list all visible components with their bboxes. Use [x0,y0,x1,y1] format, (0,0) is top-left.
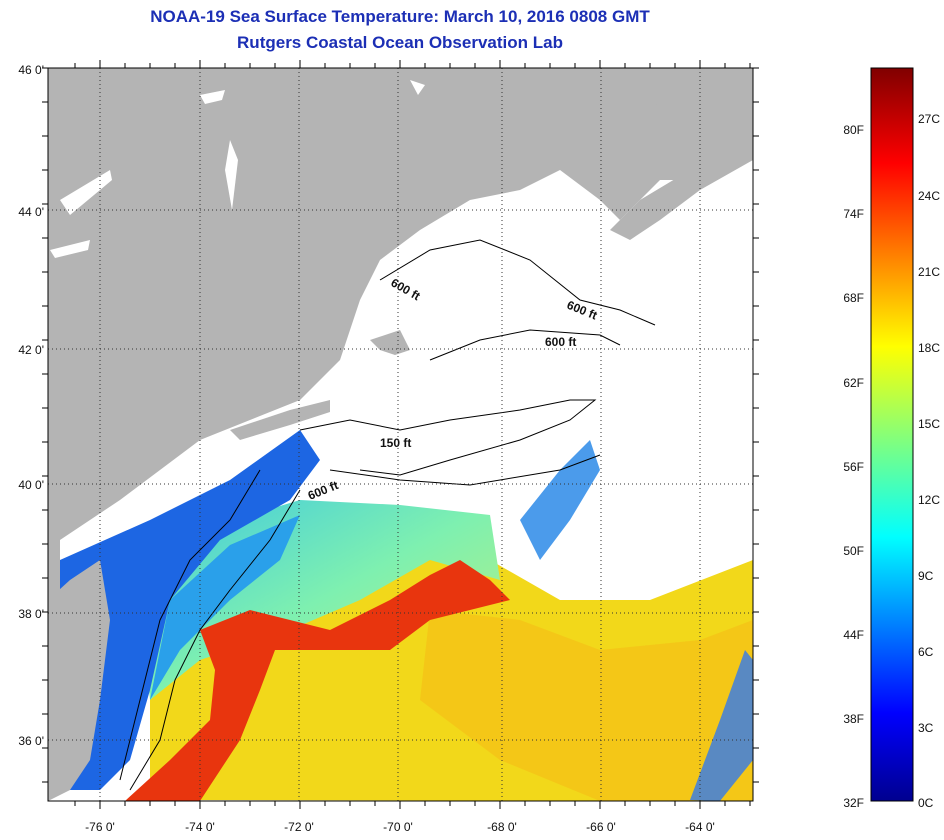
colorbar-c-label: 24C [918,189,940,203]
contour-line [299,399,597,476]
lat-label: 40 0' [18,478,44,492]
land-delmarva [48,560,110,801]
land-nova-scotia [560,70,753,240]
map-title: NOAA-19 Sea Surface Temperature: March 1… [150,7,650,26]
land-long-island [230,400,330,440]
lon-label: -72 0' [284,820,314,834]
lat-label: 44 0' [18,205,44,219]
eastern-cold-streak-2 [690,650,753,801]
eastern-cold-streak [520,440,600,560]
lat-label: 38 0' [18,607,44,621]
shelf-water [60,430,320,790]
contour-line [429,329,621,361]
lon-label: -66 0' [586,820,616,834]
lat-label: 46 0' [18,63,44,77]
colorbar-c-label: 3C [918,721,934,735]
colorbar-c-label: 12C [918,493,940,507]
lon-label: -64 0' [685,820,715,834]
colorbar-c-label: 9C [918,569,934,583]
colorbar-c-label: 21C [918,265,940,279]
colorbar-f-label: 44F [843,628,864,642]
colorbar-celsius-labels: 27C 24C 21C 18C 15C 12C 9C 6C 3C 0C [918,112,940,810]
colorbar-f-label: 68F [843,291,864,305]
colorbar-f-label: 56F [843,460,864,474]
colorbar-f-label: 50F [843,544,864,558]
colorbar-f-label: 38F [843,712,864,726]
contour-label: 150 ft [380,436,411,450]
colorbar-f-label: 80F [843,123,864,137]
colorbar [870,67,914,802]
colorbar-f-label: 74F [843,207,864,221]
colorbar-c-label: 6C [918,645,934,659]
colorbar-c-label: 15C [918,417,940,431]
lon-label: -68 0' [487,820,517,834]
land-mainland [48,68,753,801]
colorbar-f-label: 32F [843,796,864,810]
lake [200,90,225,104]
colorbar-c-label: 18C [918,341,940,355]
contour-line [379,239,656,326]
axis-ticks [42,60,759,809]
gulf-stream [125,560,510,801]
lon-label: -74 0' [185,820,215,834]
lake [60,170,112,215]
contour-line [329,454,601,486]
lon-label: -76 0' [85,820,115,834]
lat-label: 36 0' [18,734,44,748]
lat-label: 42 0' [18,343,44,357]
contour-line [119,469,261,781]
lake [225,140,238,210]
colorbar-f-label: 62F [843,376,864,390]
warm-patch [420,610,753,801]
map-subtitle: Rutgers Coastal Ocean Observation Lab [237,33,563,52]
colorbar-fahrenheit-labels: 80F 74F 68F 62F 56F 50F 44F 38F 32F [843,123,864,810]
lon-label: -70 0' [383,820,413,834]
shelf-water-outer [150,515,300,700]
contour-label: 600 ft [545,335,576,349]
colorbar-c-label: 0C [918,796,934,810]
graticule [48,68,753,801]
colorbar-c-label: 27C [918,112,940,126]
lake [410,80,425,95]
lake [50,240,90,258]
longitude-labels: -76 0' -74 0' -72 0' -70 0' -68 0' -66 0… [85,820,715,834]
latitude-labels: 46 0' 44 0' 42 0' 40 0' 38 0' 36 0' [18,63,44,748]
